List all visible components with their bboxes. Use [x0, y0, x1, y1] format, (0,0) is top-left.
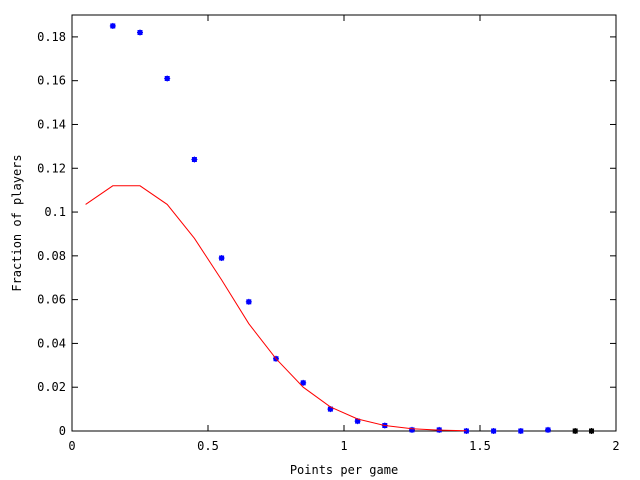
- y-tick-label: 0.16: [37, 74, 66, 88]
- x-axis-ticks: 0 0.5 1 1.5 2: [68, 15, 620, 453]
- x-tick-label: 0.5: [197, 439, 219, 453]
- data-point: [245, 298, 252, 305]
- y-tick-label: 0.12: [37, 161, 66, 175]
- y-tick-label: 0: [59, 424, 66, 438]
- data-point: [517, 428, 524, 434]
- data-point: [588, 428, 595, 434]
- plot-frame: [71, 14, 617, 432]
- data-point: [545, 426, 551, 433]
- x-axis-title: Points per game: [290, 463, 398, 477]
- y-tick-label: 0.02: [37, 380, 66, 394]
- data-point: [300, 379, 307, 386]
- y-tick-label: 0.18: [37, 30, 66, 44]
- y-tick-label: 0.1: [44, 205, 66, 219]
- data-point: [490, 428, 497, 434]
- plot-border: [71, 14, 617, 432]
- x-tick-label: 1.5: [469, 439, 491, 453]
- data-point: [409, 426, 415, 433]
- data-point: [164, 75, 171, 82]
- series-layer: [85, 22, 595, 434]
- x-tick-label: 2: [612, 439, 619, 453]
- y-axis-title: Fraction of players: [10, 154, 24, 291]
- data-point: [137, 29, 143, 36]
- y-axis-ticks: 0 0.02 0.04 0.06 0.08 0.1 0.12 0.14 0.16 0.18: [37, 30, 616, 438]
- data-point: [572, 428, 579, 434]
- x-tick-label: 1: [340, 439, 347, 453]
- fit-curve-line: [85, 185, 467, 432]
- y-tick-label: 0.14: [37, 117, 66, 131]
- y-tick-label: 0.06: [37, 293, 66, 307]
- data-point: [191, 156, 198, 163]
- data-point: [218, 255, 225, 262]
- x-tick-label: 0: [68, 439, 75, 453]
- y-tick-label: 0.04: [37, 336, 66, 350]
- data-point: [109, 22, 116, 29]
- y-tick-label: 0.08: [37, 249, 66, 263]
